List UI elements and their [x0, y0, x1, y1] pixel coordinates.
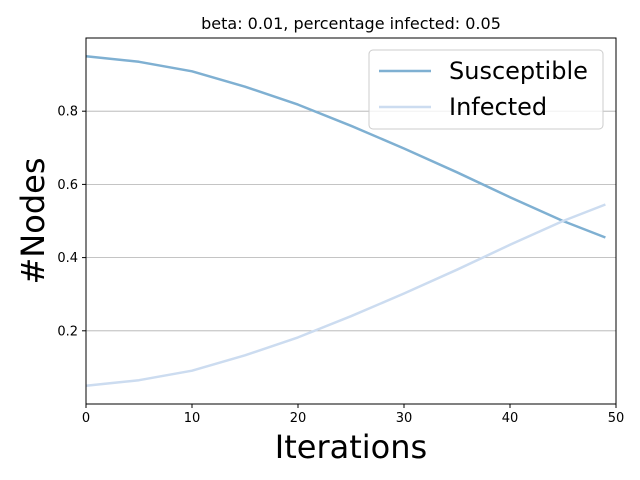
x-tick-label: 50 [608, 411, 625, 426]
grid-lines [86, 110, 616, 332]
y-tick-label: 0.6 [57, 178, 78, 193]
y-tick-label: 0.4 [57, 251, 78, 266]
legend-label-susceptible: Susceptible [449, 57, 588, 85]
series-line-susceptible [85, 55, 606, 239]
x-tick-label: 20 [290, 411, 307, 426]
y-axis: 0.2 0.4 0.6 0.8 [57, 105, 86, 339]
x-tick-label: 40 [502, 411, 519, 426]
legend-label-infected: Infected [449, 93, 547, 121]
y-tick-label: 0.2 [57, 324, 78, 339]
x-tick-label: 0 [82, 411, 90, 426]
x-tick-label: 30 [396, 411, 413, 426]
series-line-infected [85, 203, 606, 387]
x-axis: 0 10 20 30 40 50 [82, 404, 624, 426]
y-tick-label: 0.8 [57, 105, 78, 120]
chart-title: beta: 0.01, percentage infected: 0.05 [201, 14, 501, 33]
legend: Susceptible Infected [368, 49, 604, 130]
plot-frame [85, 37, 617, 405]
x-axis-title: Iterations [275, 428, 427, 466]
y-axis-title: #Nodes [14, 158, 52, 285]
x-tick-label: 10 [184, 411, 201, 426]
series-layer [85, 55, 606, 387]
